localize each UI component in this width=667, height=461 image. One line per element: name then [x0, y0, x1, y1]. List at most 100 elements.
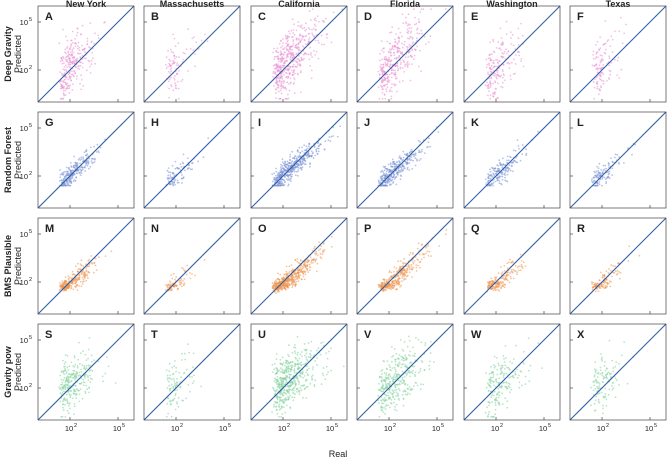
data-point — [63, 85, 65, 88]
data-point — [65, 69, 68, 71]
data-point — [395, 163, 398, 166]
data-point — [402, 162, 404, 165]
data-point — [184, 52, 186, 55]
data-point — [65, 35, 67, 38]
data-point — [80, 74, 82, 77]
data-point — [518, 54, 521, 57]
data-point — [381, 282, 384, 284]
data-point — [438, 245, 441, 247]
data-point — [390, 69, 393, 72]
panel-frame — [37, 323, 135, 421]
data-point — [390, 95, 393, 98]
data-point — [73, 57, 76, 59]
data-point — [179, 283, 181, 286]
data-point — [70, 287, 73, 290]
data-point — [63, 373, 66, 376]
data-point — [489, 82, 491, 84]
data-point — [188, 375, 191, 378]
data-point — [75, 376, 77, 379]
data-point — [418, 65, 420, 68]
data-point — [391, 45, 394, 47]
data-point — [77, 268, 80, 270]
data-point — [166, 379, 169, 381]
data-point — [66, 366, 69, 369]
data-point — [519, 269, 522, 271]
data-point — [517, 44, 520, 46]
data-point — [79, 159, 82, 161]
data-point — [507, 274, 510, 276]
data-point — [173, 57, 176, 60]
data-point — [492, 60, 495, 62]
data-point — [167, 171, 170, 174]
data-point — [66, 355, 69, 357]
data-point — [614, 265, 616, 268]
data-point — [72, 365, 75, 367]
data-point — [382, 63, 385, 66]
data-point — [506, 159, 508, 162]
data-point — [93, 145, 95, 148]
data-point — [599, 78, 602, 81]
data-point — [308, 154, 311, 157]
data-point — [289, 180, 292, 183]
data-point — [60, 57, 63, 59]
data-point — [494, 172, 497, 175]
y-tick-label: 10 — [20, 278, 28, 287]
data-point — [285, 59, 288, 62]
data-point — [176, 382, 179, 385]
data-point — [68, 365, 71, 367]
data-point — [444, 233, 447, 236]
data-point — [66, 39, 69, 42]
data-point — [415, 264, 418, 266]
data-point — [181, 161, 184, 164]
data-point — [76, 289, 79, 291]
data-point — [618, 77, 621, 79]
data-point — [390, 288, 392, 291]
data-point — [618, 271, 621, 273]
data-point — [300, 24, 303, 27]
data-point — [287, 279, 289, 282]
data-point — [68, 283, 71, 286]
data-point — [271, 173, 274, 176]
data-point — [276, 65, 278, 68]
panel-letter: S — [45, 329, 52, 341]
data-point — [401, 42, 403, 45]
data-point — [276, 289, 279, 291]
data-point — [274, 67, 277, 70]
data-point — [381, 175, 383, 178]
data-point — [309, 46, 311, 49]
data-point — [300, 271, 303, 273]
data-point — [166, 377, 169, 379]
data-point — [400, 167, 403, 169]
data-point — [78, 285, 80, 287]
data-point — [391, 275, 393, 277]
data-point — [299, 266, 302, 269]
data-point — [416, 258, 419, 261]
data-point — [68, 181, 71, 184]
data-point — [399, 274, 402, 276]
data-point — [489, 94, 492, 97]
data-point — [602, 64, 605, 66]
data-point — [303, 278, 306, 281]
data-point — [170, 70, 173, 73]
data-point — [87, 277, 89, 279]
data-point — [79, 65, 82, 67]
data-point — [503, 286, 506, 289]
row-title: Deep Gravity — [3, 26, 13, 82]
data-point — [285, 265, 288, 268]
data-point — [397, 260, 400, 263]
scatter-panel: T10 2 10 5 — [143, 323, 241, 433]
data-point — [598, 88, 600, 90]
data-point — [611, 174, 614, 177]
data-point — [312, 366, 314, 368]
data-point — [444, 8, 447, 11]
data-point — [596, 87, 599, 90]
data-point — [281, 60, 284, 63]
data-point — [65, 379, 67, 382]
data-point — [379, 84, 382, 87]
data-point — [487, 94, 489, 97]
data-point — [177, 42, 180, 45]
data-point — [296, 258, 299, 260]
column-title: Washington — [486, 0, 537, 9]
data-point — [69, 61, 71, 64]
data-point — [74, 165, 77, 168]
